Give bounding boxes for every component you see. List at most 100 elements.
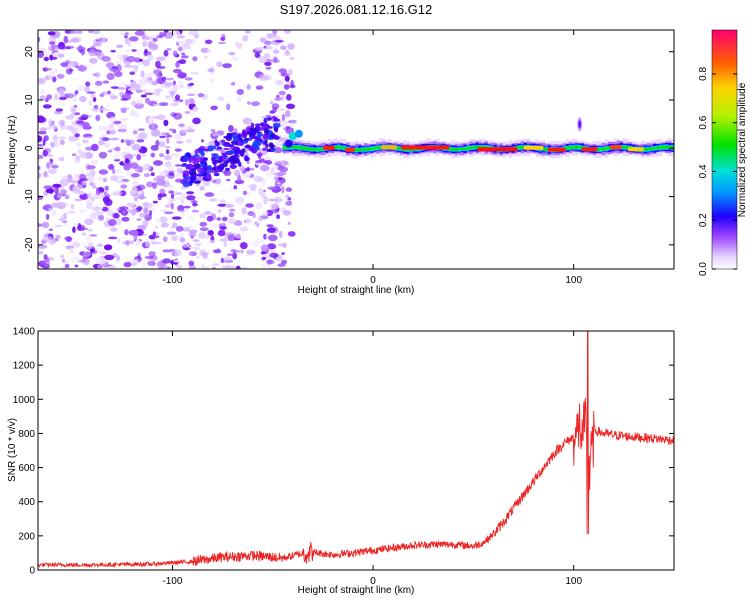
spectrogram-cell (223, 147, 231, 151)
spectrogram-cell (147, 261, 156, 266)
spectrogram-cell (223, 256, 232, 263)
spectrogram-cell (147, 54, 154, 62)
spectrogram-cell (231, 160, 239, 164)
spectrogram-cell (289, 84, 296, 89)
spectrogram-cell (218, 41, 226, 45)
spectrogram-cell (184, 111, 190, 114)
spectrogram-cell (78, 191, 85, 195)
spectrogram-cell (115, 180, 126, 184)
spectrogram-cell (172, 84, 178, 92)
spectrogram-cell (48, 207, 53, 211)
spectrogram-cell (179, 237, 186, 243)
spectrogram-cell (60, 175, 66, 180)
spectrogram-cell (55, 234, 61, 240)
y-tick-label: 1000 (13, 395, 36, 406)
spectrogram-cell (221, 162, 228, 168)
spectrogram-cell (74, 112, 81, 116)
spectrogram-cell (280, 119, 288, 127)
spectrogram-cell (114, 71, 123, 77)
spectrogram-cell (267, 126, 273, 129)
spectrogram-cell (146, 181, 154, 188)
spectrogram-cell (76, 84, 86, 92)
spectrogram-cell (367, 148, 371, 151)
spectrogram-cell (239, 165, 245, 172)
spectrogram-cell (120, 184, 127, 189)
spectrogram-cell (86, 192, 92, 199)
spectrogram-cell (577, 146, 582, 149)
spectrogram-cell (117, 128, 127, 133)
spectrogram-cell (61, 260, 70, 265)
spectrogram-cell (652, 147, 657, 150)
spectrogram-cell (318, 148, 323, 151)
spectrogram-cell (280, 45, 287, 50)
spectrogram-cell (215, 142, 220, 145)
spectrogram-cell (177, 40, 188, 44)
spectrogram-cell (69, 105, 74, 109)
spectrogram-cell (105, 62, 115, 68)
spectrogram-cell (187, 93, 196, 97)
spectrogram-cell (169, 91, 175, 97)
spectrogram-cell (199, 227, 209, 232)
spectrogram-cell (112, 169, 123, 174)
spectrogram-cell (90, 159, 99, 165)
spectrogram-cell (59, 178, 70, 186)
spectrogram-cell (190, 156, 197, 162)
spectrogram-cell (51, 43, 55, 51)
spectrogram-cell (194, 180, 201, 184)
spectrogram-cell (192, 239, 200, 243)
spectrogram-cell (47, 31, 56, 36)
spectrogram-cell (267, 186, 277, 190)
spectrogram-cell (163, 236, 168, 243)
spectrogram-cell (89, 57, 98, 64)
spectrogram-cell (83, 261, 90, 266)
spectrogram-cell (190, 172, 194, 177)
spectrogram-cell (274, 97, 283, 102)
spectrogram-cell (200, 139, 205, 143)
spectrogram-cell (541, 147, 545, 151)
spectrogram-cell (49, 71, 56, 76)
spectrogram-cell (129, 36, 139, 42)
spectrogram-cell (144, 73, 154, 78)
spectrogram-cell (159, 188, 166, 195)
spectrogram-cell (132, 180, 139, 186)
spectrogram-cell (54, 68, 58, 73)
spectrogram-cell (247, 101, 251, 105)
spectrogram-cell (59, 202, 69, 207)
spectrogram-cell (161, 76, 167, 81)
spectrogram-cell (220, 37, 226, 41)
spectrogram-cell (206, 215, 214, 222)
spectrogram-cell (209, 239, 215, 244)
spectrogram-cell (39, 127, 48, 132)
spectrogram-cell (85, 235, 92, 242)
spectrogram-cell (282, 210, 292, 216)
spectrogram-cell (193, 154, 200, 157)
spectrogram-cell (62, 224, 70, 227)
spectrogram-cell (210, 129, 216, 133)
spectrogram-cell (231, 82, 236, 86)
spectrogram-cell (279, 108, 285, 112)
spectrogram-peak (477, 147, 518, 152)
spectrogram-cell (86, 175, 95, 183)
spectrogram-cell (187, 83, 193, 87)
spectrogram-cell (170, 193, 175, 200)
spectrogram-cell (256, 134, 262, 138)
spectrogram-cell (39, 95, 46, 101)
spectrogram-cell (212, 132, 220, 137)
spectrogram-cell (95, 39, 101, 42)
spectrogram-cell (361, 148, 365, 151)
spectrogram-cell (266, 209, 274, 216)
spectrogram-cell (129, 139, 135, 145)
spectrogram-cell (49, 35, 60, 39)
spectrogram-cell (60, 254, 64, 259)
spectrogram-cell (158, 102, 169, 107)
spectrogram-cell (130, 173, 140, 178)
spectrogram-cell (242, 190, 248, 196)
spectrogram-cell (100, 108, 110, 112)
spectrogram-cell (199, 167, 205, 172)
spectrogram-cell (82, 251, 91, 258)
spectrogram-cell (103, 244, 113, 251)
spectrogram-cell (104, 254, 115, 261)
y-tick-label: 600 (18, 463, 35, 474)
spectrogram-cell (266, 227, 276, 233)
